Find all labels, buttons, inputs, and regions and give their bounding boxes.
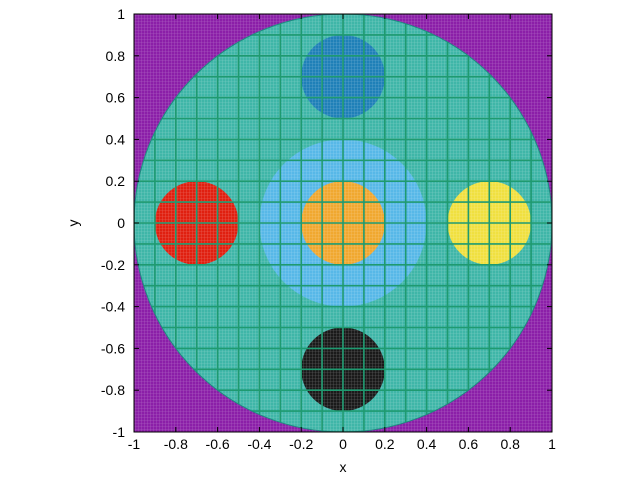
y-tick-label: 1 — [117, 6, 125, 22]
y-tick-label: -0.2 — [101, 257, 125, 273]
y-tick-label: 0.6 — [106, 90, 126, 106]
y-tick-label: 0.2 — [106, 173, 126, 189]
x-tick-label: -0.6 — [206, 436, 230, 452]
x-tick-label: -0.4 — [247, 436, 271, 452]
y-tick-label: 0 — [117, 215, 125, 231]
x-tick-label: 0.2 — [375, 436, 395, 452]
x-tick-label: -1 — [128, 436, 141, 452]
y-axis-label: y — [65, 220, 81, 227]
x-axis: -1 -0.8 -0.6 -0.4 -0.2 0 0.2 0.4 0.6 0.8 1 — [128, 14, 556, 452]
y-tick-label: -0.8 — [101, 382, 125, 398]
x-tick-label: 0.4 — [417, 436, 437, 452]
x-tick-label: -0.2 — [289, 436, 313, 452]
x-tick-label: 0.8 — [500, 436, 520, 452]
x-tick-label: 0 — [339, 436, 347, 452]
y-tick-label: -0.6 — [101, 340, 125, 356]
x-tick-label: 1 — [548, 436, 556, 452]
coarse-mesh-layer — [134, 14, 552, 432]
y-tick-label: 0.4 — [106, 131, 126, 147]
x-axis-label: x — [340, 459, 347, 475]
x-tick-label: 0.6 — [459, 436, 479, 452]
y-axis: -1 -0.8 -0.6 -0.4 -0.2 0 0.2 0.4 0.6 0.8 1 — [101, 6, 552, 440]
y-tick-label: -1 — [113, 424, 126, 440]
y-tick-label: 0.8 — [106, 48, 126, 64]
x-tick-label: -0.8 — [164, 436, 188, 452]
y-tick-label: -0.4 — [101, 299, 125, 315]
disk-mesh — [134, 14, 552, 432]
